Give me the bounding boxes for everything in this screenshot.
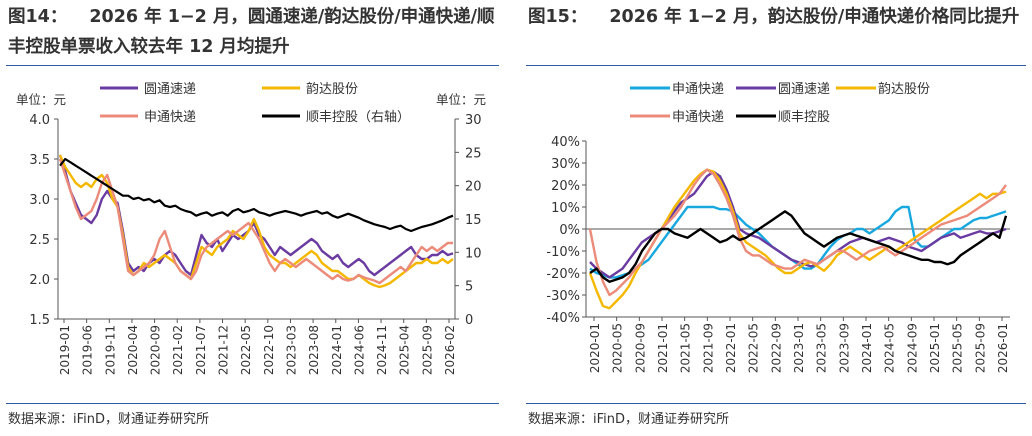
x-tick-label: 2023-03 <box>284 325 298 375</box>
left-y-tick-label: 4.0 <box>29 113 50 128</box>
x-tick-label: 2023-09 <box>837 323 851 373</box>
x-tick-label: 2020-09 <box>633 323 647 373</box>
x-tick-label: 2024-05 <box>883 323 897 373</box>
y-tick-label: 10% <box>551 201 580 216</box>
right-y-tick-label: 20 <box>465 180 482 195</box>
x-tick-label: 2026-01 <box>996 323 1010 373</box>
x-tick-label: 2025-04 <box>398 325 412 375</box>
right-y-unit-label: 单位：元 <box>436 92 486 107</box>
right-figure-panel: 图15： 2026 年 1−2 月，韵达股份/申通快递价格同比提升 40% 30% 2… <box>520 0 1032 436</box>
right-y-tick-label: 25 <box>465 146 482 161</box>
x-tick-label: 2021-07 <box>194 325 208 375</box>
left-figure-title: 图14： 2026 年 1−2 月，圆通速递/韵达股份/申通快递/顺丰控股单票收入… <box>8 2 501 62</box>
left-figure-panel: 图14： 2026 年 1−2 月，圆通速递/韵达股份/申通快递/顺丰控股单票收入… <box>0 0 505 436</box>
legend-label-2: 圆通速递 <box>778 82 830 97</box>
x-tick-label: 2020-09 <box>149 325 163 375</box>
left-figure-number: 图14： <box>8 7 68 27</box>
x-tick-label: 2023-01 <box>792 323 806 373</box>
left-bottom-rule <box>6 403 499 404</box>
x-tick-label: 2022-09 <box>769 323 783 373</box>
x-tick-label: 2022-10 <box>262 325 276 375</box>
left-y-unit-label: 单位：元 <box>16 92 66 107</box>
right-figure-number: 图15： <box>528 7 588 27</box>
left-line-chart: 单位：元 单位：元 4.0 3.5 3.0 2.5 2.0 1.5 30 25 20 15 10 5 0 20… <box>16 82 486 375</box>
left-figure-title-text: 2026 年 1−2 月，圆通速递/韵达股份/申通快递/顺丰控股单票收入较去年 … <box>8 7 495 57</box>
x-tick-label: 2024-01 <box>860 323 874 373</box>
right-title-rule <box>526 65 1026 66</box>
x-tick-label: 2022-01 <box>724 323 738 373</box>
y-tick-label: 20% <box>551 179 580 194</box>
x-tick-label: 2019-11 <box>103 325 117 375</box>
x-tick-label: 2023-05 <box>815 323 829 373</box>
x-tick-label: 2025-09 <box>973 323 987 373</box>
left-y-tick-label: 2.0 <box>29 273 50 288</box>
series-line-4 <box>588 168 1007 297</box>
right-source-note: 数据来源：iFinD，财通证券研究所 <box>528 412 730 427</box>
right-bottom-rule <box>526 403 1026 404</box>
x-tick-label: 2019-06 <box>81 325 95 375</box>
x-tick-label: 2025-09 <box>420 325 434 375</box>
legend-label-3: 韵达股份 <box>878 82 930 97</box>
legend-label-3: 申通快递 <box>144 110 196 125</box>
left-source-note: 数据来源：iFinD，财通证券研究所 <box>8 412 210 427</box>
y-tick-label: 30% <box>551 157 580 172</box>
right-y-tick-label: 0 <box>465 313 473 328</box>
right-figure-title: 图15： 2026 年 1−2 月，韵达股份/申通快递价格同比提升 <box>528 2 1028 32</box>
x-tick-label: 2020-04 <box>126 325 140 375</box>
right-y-tick-label: 30 <box>465 113 482 128</box>
series-line-4 <box>59 157 454 233</box>
right-y-tick-label: 10 <box>465 246 482 261</box>
x-tick-label: 2024-09 <box>905 323 919 373</box>
left-y-tick-label: 3.5 <box>29 153 50 168</box>
x-tick-label: 2022-05 <box>239 325 253 375</box>
right-figure-title-text: 2026 年 1−2 月，韵达股份/申通快递价格同比提升 <box>609 7 1020 27</box>
right-line-chart: 40% 30% 20% 10% 0% -10% -20% -30% -40% 2020-01 202… <box>546 82 1010 373</box>
y-tick-label: -40% <box>546 311 580 326</box>
x-tick-label: 2024-01 <box>330 325 344 375</box>
left-y-tick-label: 2.5 <box>29 233 50 248</box>
legend-label-5: 顺丰控股 <box>778 110 830 125</box>
x-tick-label: 2026-02 <box>443 325 457 375</box>
y-tick-label: -10% <box>546 245 580 260</box>
left-y-tick-label: 1.5 <box>29 313 50 328</box>
right-y-tick-label: 15 <box>465 213 482 228</box>
legend-label-2: 韵达股份 <box>306 82 358 97</box>
x-tick-label: 2022-05 <box>747 323 761 373</box>
y-tick-label: 40% <box>551 135 580 150</box>
x-tick-label: 2023-08 <box>307 325 321 375</box>
series-line-5 <box>589 210 1008 283</box>
legend-label-1: 申通快递 <box>672 82 724 97</box>
y-tick-label: 0% <box>559 223 580 238</box>
y-tick-label: -20% <box>546 267 580 282</box>
y-tick-label: -30% <box>546 289 580 304</box>
x-tick-label: 2024-06 <box>352 325 366 375</box>
x-tick-label: 2025-01 <box>928 323 942 373</box>
x-tick-label: 2019-01 <box>58 325 72 375</box>
legend-label-4: 顺丰控股（右轴） <box>306 110 410 125</box>
series-line-3 <box>58 158 453 285</box>
x-tick-label: 2021-09 <box>701 323 715 373</box>
x-tick-label: 2021-12 <box>217 325 231 375</box>
x-tick-label: 2025-05 <box>951 323 965 373</box>
x-tick-label: 2020-05 <box>611 323 625 373</box>
x-tick-label: 2021-02 <box>171 325 185 375</box>
x-tick-label: 2021-01 <box>656 323 670 373</box>
x-tick-label: 2024-11 <box>375 325 389 375</box>
legend-label-4: 申通快递 <box>672 110 724 125</box>
right-y-tick-label: 5 <box>465 280 473 295</box>
left-title-rule <box>6 65 499 66</box>
legend-label-1: 圆通速递 <box>144 82 196 97</box>
left-y-tick-label: 3.0 <box>29 193 50 208</box>
x-tick-label: 2021-05 <box>679 323 693 373</box>
x-tick-label: 2020-01 <box>588 323 602 373</box>
